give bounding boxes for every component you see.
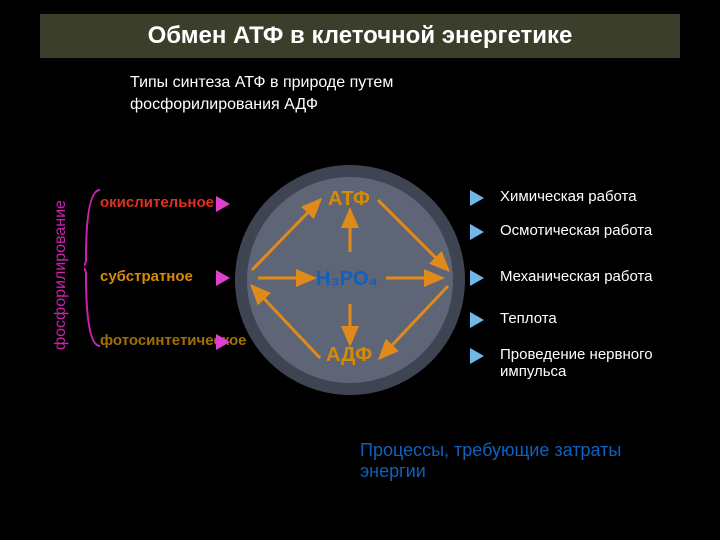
output-chemical: Химическая работа — [500, 188, 700, 205]
footer-caption: Процессы, требующие затраты энергии — [360, 440, 680, 482]
output-arrow-icon — [470, 312, 484, 328]
input-substrate: субстратное — [100, 268, 193, 285]
input-oxidative: окислительное — [100, 194, 214, 211]
page-title: Обмен АТФ в клеточной энергетике — [148, 22, 573, 50]
node-adp: АДФ — [326, 344, 372, 367]
output-arrow-icon — [470, 190, 484, 206]
input-arrow-icon — [216, 196, 230, 212]
node-atp: АТФ — [328, 188, 370, 211]
output-osmotic: Осмотическая работа — [500, 222, 700, 239]
output-arrow-icon — [470, 224, 484, 240]
node-h3po4: H₃PO₄ — [316, 268, 378, 291]
output-arrow-icon — [470, 270, 484, 286]
output-nerve: Проведение нервного импульса — [500, 346, 700, 380]
input-arrow-icon — [216, 270, 230, 286]
phosphorylation-label: фосфорилирование — [52, 200, 70, 350]
input-arrow-icon — [216, 334, 230, 350]
title-bar: Обмен АТФ в клеточной энергетике — [40, 14, 680, 58]
subtitle: Типы синтеза АТФ в природе путем фосфори… — [130, 72, 450, 115]
output-heat: Теплота — [500, 310, 700, 327]
output-mechanical: Механическая работа — [500, 268, 700, 285]
output-arrow-icon — [470, 348, 484, 364]
